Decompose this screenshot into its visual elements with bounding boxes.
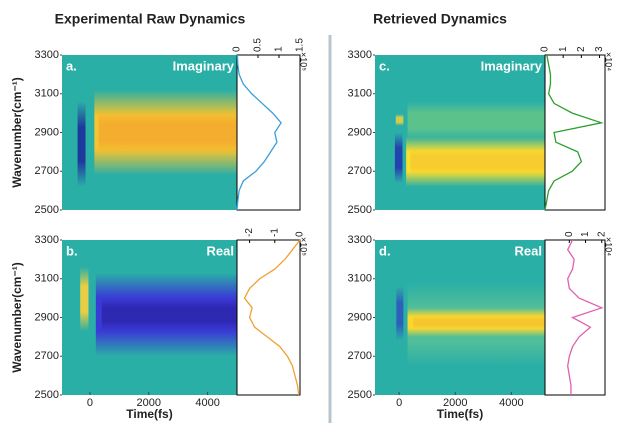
profile-tick-label: 0 — [232, 46, 243, 52]
y-tick-label: 2500 — [35, 389, 59, 401]
panel-label: c. — [379, 58, 390, 73]
profile-tick-label: 0 — [564, 231, 575, 237]
y-tick-label: 2700 — [35, 165, 59, 177]
profile-frame — [236, 239, 301, 396]
x-tick-label: 0 — [87, 397, 93, 409]
heatmap-feature — [80, 267, 89, 332]
annotation: Imaginary — [173, 58, 235, 73]
profile-tick-label: 2 — [596, 231, 607, 237]
y-tick-label: 2900 — [348, 126, 372, 138]
heatmap-feature — [101, 298, 237, 332]
y-tick-label: 2900 — [35, 311, 59, 323]
heatmap-feature — [77, 101, 86, 187]
x-tick-label: 4000 — [499, 397, 523, 409]
panel-label: b. — [66, 243, 78, 258]
heatmap-feature — [396, 286, 404, 341]
heatmap-feature — [413, 315, 545, 330]
heatmap — [62, 240, 237, 395]
y-tick-label: 2700 — [348, 350, 372, 362]
y-tick-label: 3100 — [35, 273, 59, 285]
x-tick-label: 2000 — [137, 397, 161, 409]
profile-scale-label: ×10⁴ — [604, 237, 614, 256]
profile-tick-label: 2 — [576, 46, 587, 52]
y-tick-label: 3300 — [35, 234, 59, 246]
profile-tick-label: 1.5 — [295, 38, 306, 52]
profile-tick-label: -2 — [244, 228, 255, 237]
profile-scale-label: ×10⁵ — [299, 237, 309, 256]
y-axis-label: Wavenumber(cm⁻¹) — [10, 77, 24, 188]
profile-frame — [236, 54, 301, 211]
y-tick-label: 3100 — [348, 273, 372, 285]
y-tick-label: 3300 — [35, 49, 59, 61]
column-title: Retrieved Dynamics — [373, 11, 507, 27]
x-tick-label: 2000 — [443, 397, 467, 409]
annotation: Real — [515, 243, 542, 258]
heatmap-feature — [395, 114, 404, 126]
x-axis-label: Time(fs) — [126, 407, 172, 421]
y-tick-label: 3300 — [348, 234, 372, 246]
profile-tick-label: 0 — [295, 231, 306, 237]
y-tick-label: 2700 — [35, 350, 59, 362]
profile-frame — [544, 239, 606, 396]
profile-scale-label: ×10⁵ — [299, 52, 309, 71]
profile-tick-label: 1 — [580, 231, 591, 237]
heatmap — [62, 55, 237, 210]
y-tick-label: 2700 — [348, 165, 372, 177]
x-tick-label: 4000 — [195, 397, 219, 409]
profile-tick-label: 0 — [540, 46, 551, 52]
column-title: Experimental Raw Dynamics — [55, 11, 246, 27]
heatmap-feature — [410, 148, 545, 176]
profile-tick-label: -1 — [269, 228, 280, 237]
x-tick-label: 0 — [396, 397, 402, 409]
y-tick-label: 2500 — [35, 204, 59, 216]
profile-line — [544, 54, 604, 211]
y-tick-label: 2900 — [35, 126, 59, 138]
y-tick-label: 3100 — [35, 88, 59, 100]
panel-label: d. — [379, 243, 391, 258]
profile-scale-label: ×10⁴ — [604, 52, 614, 71]
y-tick-label: 2900 — [348, 311, 372, 323]
heatmap — [375, 55, 545, 210]
profile-line — [243, 239, 301, 396]
profile-line — [566, 239, 604, 395]
y-tick-label: 3300 — [348, 49, 372, 61]
profile-line — [236, 54, 282, 211]
heatmap-feature — [98, 111, 237, 154]
profile-tick-label: 1 — [274, 46, 285, 52]
heatmap — [375, 240, 545, 395]
annotation: Imaginary — [481, 58, 543, 73]
y-tick-label: 2500 — [348, 204, 372, 216]
x-axis-label: Time(fs) — [437, 407, 483, 421]
profile-tick-label: 1 — [558, 46, 569, 52]
panel-label: a. — [66, 58, 77, 73]
y-axis-label: Wavenumber(cm⁻¹) — [10, 262, 24, 373]
heatmap-feature — [394, 132, 403, 183]
heatmap-feature — [407, 101, 545, 141]
y-tick-label: 3100 — [348, 88, 372, 100]
annotation: Real — [207, 243, 234, 258]
profile-tick-label: 0.5 — [253, 38, 264, 52]
profile-tick-label: 3 — [594, 46, 605, 52]
y-tick-label: 2500 — [348, 389, 372, 401]
